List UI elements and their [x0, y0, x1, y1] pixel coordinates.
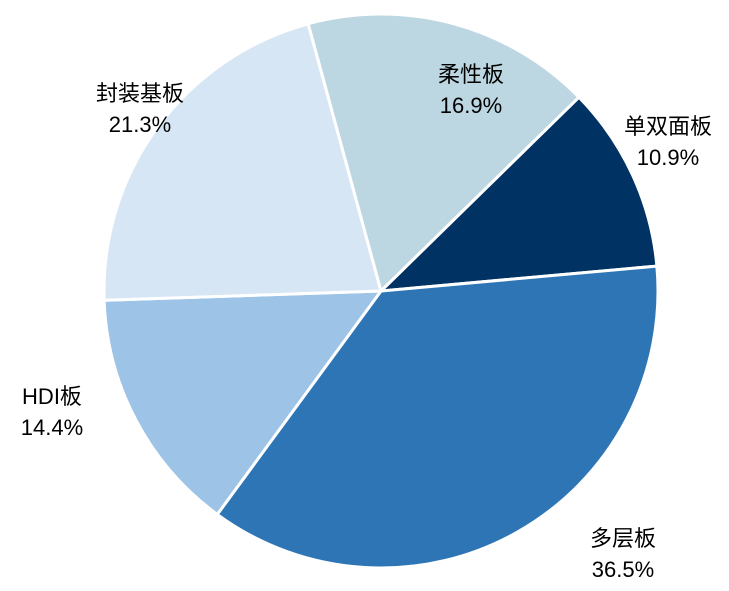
slice-value-label: 16.9% — [440, 93, 502, 118]
pie-slice — [102, 21, 383, 302]
slice-value-label: 36.5% — [592, 557, 654, 582]
slice-value-label: 21.3% — [109, 112, 171, 137]
slice-value-label: 14.4% — [21, 415, 83, 440]
slice-label: HDI板 — [22, 384, 82, 409]
pie-slice — [102, 289, 385, 517]
slice-label: 多层板 — [590, 526, 656, 551]
pie-slice — [376, 95, 659, 293]
slice-value-label: 10.9% — [637, 145, 699, 170]
pie-slice — [215, 264, 660, 570]
slice-label: 单双面板 — [624, 114, 712, 139]
slice-label: 柔性板 — [438, 62, 504, 87]
slice-label: 封装基板 — [96, 81, 184, 106]
pie-slice — [306, 12, 582, 294]
